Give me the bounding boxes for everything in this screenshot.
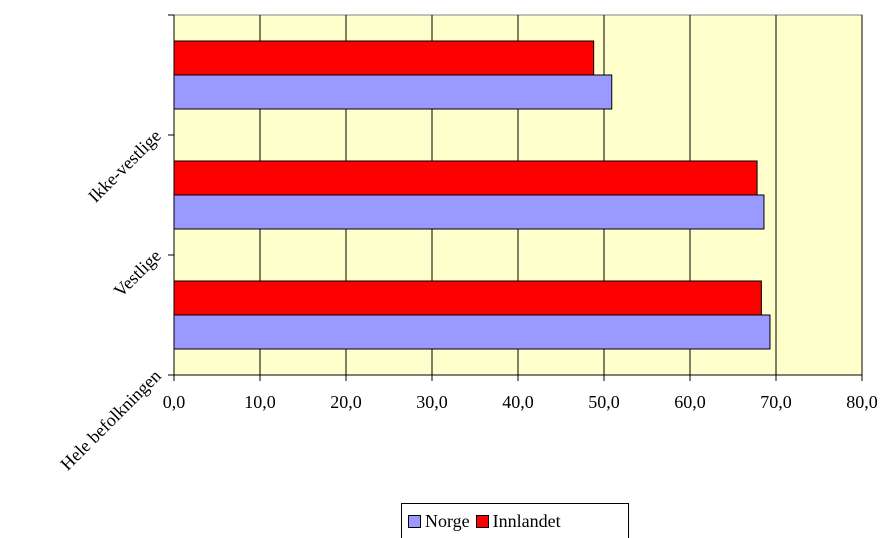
y-category-labels: Hele befolkningen Vestlige Ikke-vestlige [56, 126, 165, 475]
legend-swatch-norge [408, 514, 421, 528]
bar-norge [173, 194, 765, 230]
bars [173, 40, 771, 350]
y-category-label: Hele befolkningen [56, 366, 165, 475]
y-category-label: Vestlige [110, 246, 165, 301]
bar-norge [173, 314, 771, 350]
legend-swatch-innlandet [475, 514, 489, 528]
bar-innlandet [173, 280, 762, 316]
x-tick-label: 50,0 [588, 392, 620, 412]
x-tick-label: 20,0 [330, 392, 362, 412]
x-tick-label: 0,0 [163, 392, 186, 412]
bar-innlandet [173, 40, 595, 76]
x-tick-label: 40,0 [502, 392, 534, 412]
legend-label-norge: Norge [425, 510, 470, 531]
bar-norge [173, 74, 613, 110]
legend-label-innlandet: Innlandet [492, 510, 561, 531]
legend-item-innlandet: Innlandet [475, 510, 561, 532]
legend: Norge Innlandet [401, 503, 629, 538]
x-tick-label: 10,0 [244, 392, 276, 412]
x-tick-labels: 0,0 10,0 20,0 30,0 40,0 50,0 60,0 70,0 80,0 [163, 392, 878, 412]
legend-item-norge: Norge [408, 511, 470, 532]
y-category-label: Ikke-vestlige [84, 126, 165, 207]
x-tick-label: 80,0 [846, 392, 878, 412]
x-tick-label: 60,0 [674, 392, 706, 412]
axes [168, 14, 863, 381]
bar-innlandet [173, 160, 758, 196]
x-tick-label: 30,0 [416, 392, 448, 412]
x-tick-label: 70,0 [760, 392, 792, 412]
